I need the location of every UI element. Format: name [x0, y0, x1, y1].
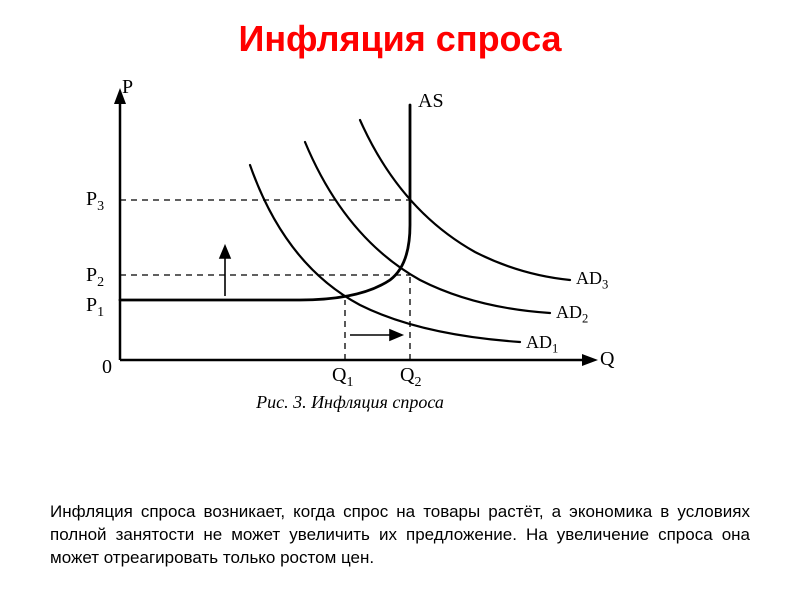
y-axis-label: P	[122, 76, 133, 99]
x-axis-label: Q	[600, 348, 614, 371]
as-label: AS	[418, 90, 444, 113]
demand-inflation-chart: P Q 0 P3 P2 P1 Q1 Q2 AS AD3 AD2 AD1 Рис.…	[60, 80, 640, 420]
ytick-p2: P2	[86, 264, 104, 291]
ytick-p3: P3	[86, 188, 104, 215]
page-title: Инфляция спроса	[0, 0, 800, 60]
origin-label: 0	[102, 356, 112, 379]
ytick-p1: P1	[86, 294, 104, 321]
ad1-label: AD1	[526, 332, 558, 357]
xtick-q1: Q1	[332, 364, 353, 391]
description-text: Инфляция спроса возникает, когда спрос н…	[50, 501, 750, 570]
chart-caption: Рис. 3. Инфляция спроса	[60, 392, 640, 413]
ad2-label: AD2	[556, 302, 588, 327]
ad3-label: AD3	[576, 268, 608, 293]
xtick-q2: Q2	[400, 364, 421, 391]
